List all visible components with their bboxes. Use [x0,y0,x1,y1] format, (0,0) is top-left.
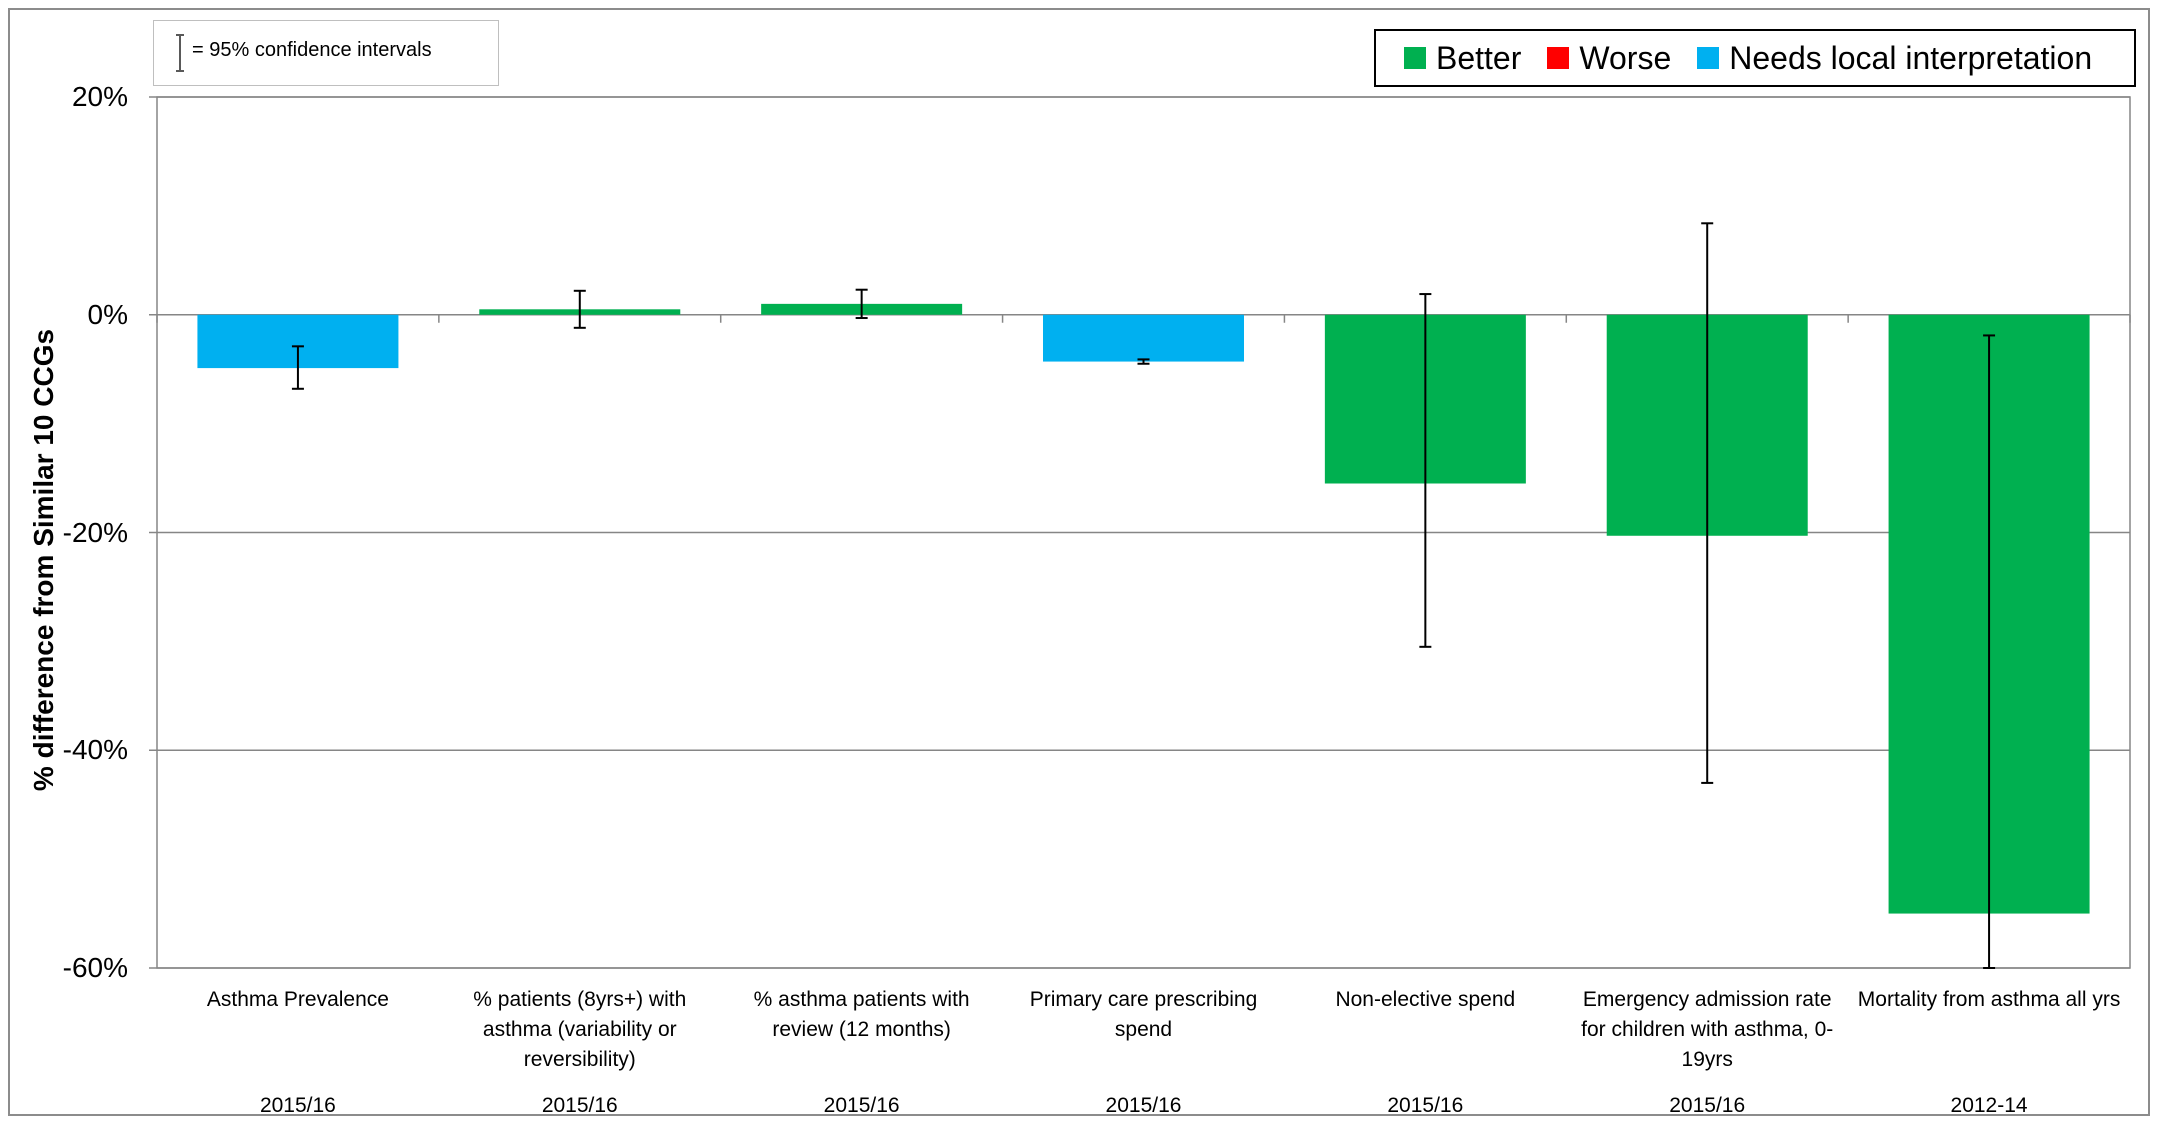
error-bar-icon [176,34,184,72]
legend-swatch-worse [1547,47,1570,69]
legend-swatch-needs-local [1697,47,1720,69]
legend-item-better: Better [1404,40,1521,77]
period-label: 2015/16 [541,1094,618,1117]
category-label: Non-elective spend [1335,988,1516,1011]
period-label: 2015/16 [1669,1094,1746,1117]
period-label: 2012-14 [1950,1094,2028,1117]
legend-item-worse: Worse [1547,40,1671,77]
y-tick-label: 20% [71,81,128,112]
legend-label-worse: Worse [1579,39,1672,76]
legend-label-needs-local: Needs local interpretation [1729,39,2093,76]
category-label: Emergency admission rate for children wi… [1581,988,1834,1071]
y-tick-label: 0% [87,298,128,330]
period-label: 2015/16 [823,1094,900,1117]
legend-item-needs-local: Needs local interpretation [1697,40,2092,77]
category-label: Mortality from asthma all yrs [1857,988,2121,1011]
ci-note: = 95% confidence intervals [192,39,432,61]
category-label: Primary care prescribing spend [1029,988,1258,1041]
legend-label-better: Better [1436,39,1522,76]
confidence-interval-key: = 95% confidence intervals [153,20,499,86]
bar [1043,314,1244,362]
y-axis-label: % difference from Similar 10 CCGs [28,328,59,792]
period-label: 2015/16 [259,1094,336,1117]
category-label: % asthma patients with review (12 months… [753,988,970,1041]
category-label: % patients (8yrs+) with asthma (variabil… [473,988,687,1071]
y-tick-label: -20% [62,516,128,548]
legend: Better Worse Needs local interpretation [1374,29,2136,87]
legend-swatch-better [1404,47,1426,69]
chart-frame [8,8,2150,1116]
y-tick-label: -60% [62,952,128,983]
period-label: 2015/16 [1105,1094,1182,1117]
period-label: 2015/16 [1387,1094,1464,1117]
y-tick-label: -40% [62,734,128,766]
category-label: Asthma Prevalence [206,988,389,1011]
